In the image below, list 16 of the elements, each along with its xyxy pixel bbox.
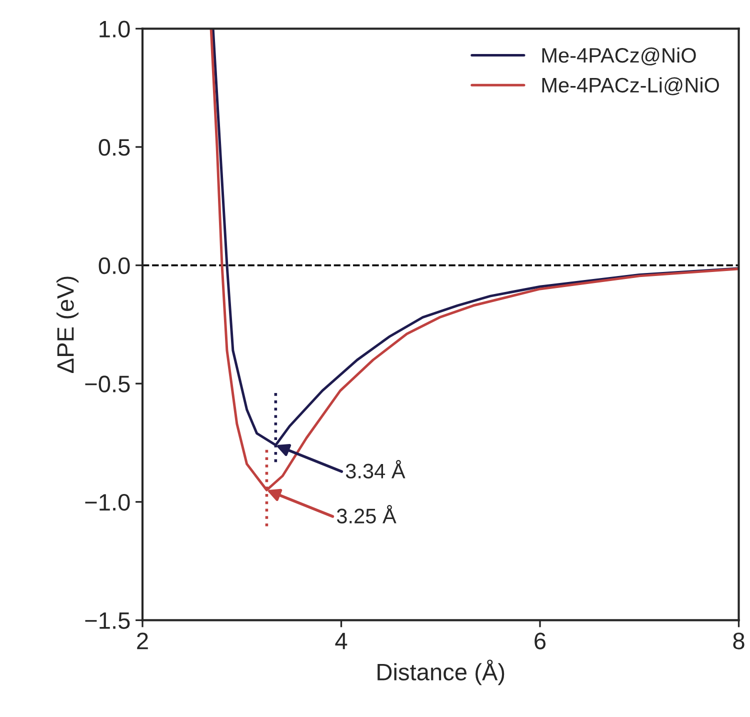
y-tick-label: −1.0 — [85, 494, 130, 511]
y-tick-label: 0.5 — [98, 139, 130, 156]
x-tick-label: 8 — [733, 632, 744, 650]
legend-label: Me-4PACz@NiO — [542, 47, 696, 66]
x-tick-label: 4 — [335, 632, 348, 650]
y-tick-label: 0.0 — [98, 257, 130, 274]
x-tick-label: 2 — [137, 632, 148, 650]
y-tick-label: −0.5 — [85, 376, 130, 392]
y-tick-label: 1.0 — [100, 20, 130, 38]
y-tick-label: −1.5 — [85, 612, 130, 629]
annotation: 3.34 Å — [346, 460, 406, 478]
legend-label: Me-4PACz-Li@NiO — [542, 77, 720, 96]
annotation: 3.25 Å — [336, 504, 396, 524]
y-axis-title: ΔPE (eV) — [56, 276, 79, 373]
x-axis-title: Distance (Å) — [378, 660, 504, 686]
x-tick-label: 6 — [534, 632, 546, 650]
